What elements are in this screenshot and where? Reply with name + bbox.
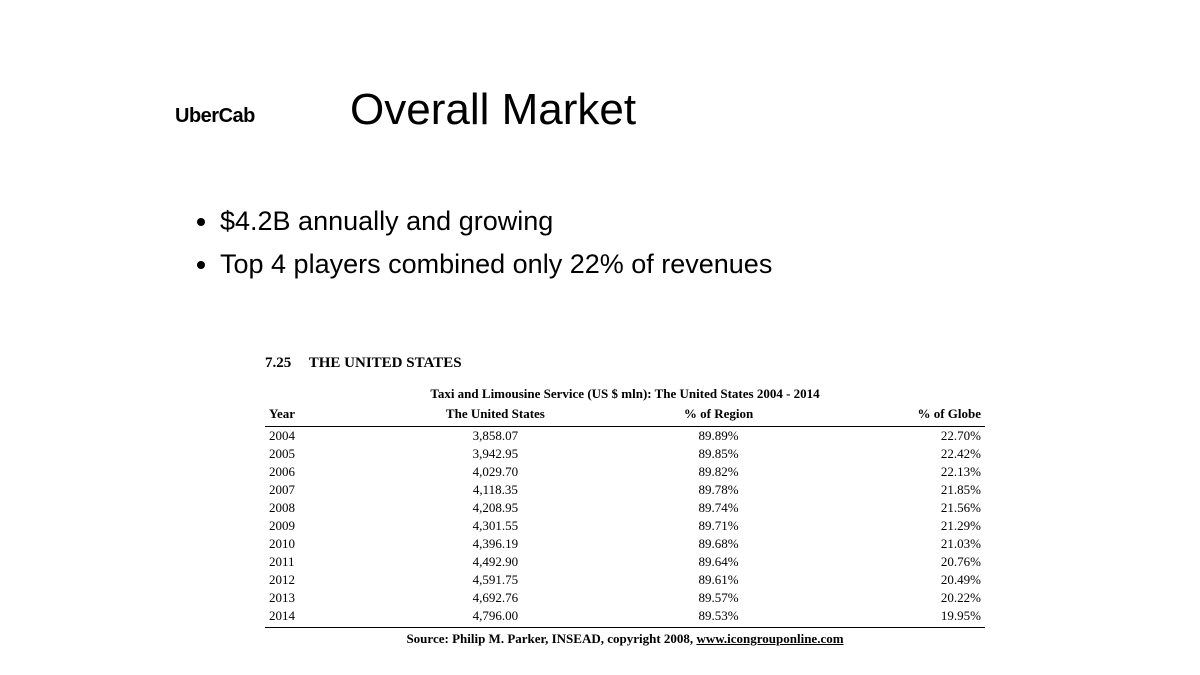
table-cell: 89.64%	[618, 553, 820, 571]
table-cell: 4,029.70	[373, 463, 618, 481]
table-cell: 89.57%	[618, 589, 820, 607]
source-text: Source: Philip M. Parker, INSEAD, copyri…	[406, 631, 696, 646]
table-cell: 4,692.76	[373, 589, 618, 607]
table-cell: 89.74%	[618, 499, 820, 517]
table-cell: 22.70%	[819, 427, 985, 446]
table-cell: 89.68%	[618, 535, 820, 553]
section-label: THE UNITED STATES	[309, 355, 462, 371]
table-row: 20074,118.3589.78%21.85%	[265, 481, 985, 499]
table-row: 20084,208.9589.74%21.56%	[265, 499, 985, 517]
table-cell: 4,591.75	[373, 571, 618, 589]
table-row: 20043,858.0789.89%22.70%	[265, 427, 985, 446]
table-header-row: Year The United States % of Region % of …	[265, 404, 985, 427]
brand-label: UberCab	[175, 105, 255, 128]
table-cell: 89.61%	[618, 571, 820, 589]
bullet-item: $4.2B annually and growing	[220, 200, 772, 243]
table-cell: 20.49%	[819, 571, 985, 589]
table-cell: 2011	[265, 553, 373, 571]
table-cell: 4,796.00	[373, 607, 618, 628]
page-title: Overall Market	[350, 85, 636, 135]
table-cell: 89.85%	[618, 445, 820, 463]
table-cell: 22.42%	[819, 445, 985, 463]
table-cell: 4,396.19	[373, 535, 618, 553]
table-source: Source: Philip M. Parker, INSEAD, copyri…	[265, 631, 985, 647]
table-cell: 21.03%	[819, 535, 985, 553]
table-cell: 2013	[265, 589, 373, 607]
table-cell: 2007	[265, 481, 373, 499]
table-row: 20144,796.0089.53%19.95%	[265, 607, 985, 628]
table-cell: 3,942.95	[373, 445, 618, 463]
table-caption: Taxi and Limousine Service (US $ mln): T…	[265, 386, 985, 402]
table-cell: 21.29%	[819, 517, 985, 535]
col-region-header: % of Region	[618, 404, 820, 427]
table-cell: 21.85%	[819, 481, 985, 499]
table-cell: 4,301.55	[373, 517, 618, 535]
table-cell: 4,208.95	[373, 499, 618, 517]
table-row: 20134,692.7689.57%20.22%	[265, 589, 985, 607]
col-globe-header: % of Globe	[819, 404, 985, 427]
table-cell: 22.13%	[819, 463, 985, 481]
table-cell: 2014	[265, 607, 373, 628]
table-cell: 89.82%	[618, 463, 820, 481]
table-cell: 2010	[265, 535, 373, 553]
table-cell: 2009	[265, 517, 373, 535]
table-cell: 89.71%	[618, 517, 820, 535]
bullet-item: Top 4 players combined only 22% of reven…	[220, 243, 772, 286]
table-cell: 89.53%	[618, 607, 820, 628]
table-cell: 2008	[265, 499, 373, 517]
table-row: 20104,396.1989.68%21.03%	[265, 535, 985, 553]
table-cell: 3,858.07	[373, 427, 618, 446]
bullet-list: $4.2B annually and growing Top 4 players…	[200, 200, 772, 286]
section-heading: 7.25 THE UNITED STATES	[265, 355, 985, 372]
table-cell: 2006	[265, 463, 373, 481]
table-cell: 4,118.35	[373, 481, 618, 499]
table-row: 20114,492.9089.64%20.76%	[265, 553, 985, 571]
table-cell: 21.56%	[819, 499, 985, 517]
market-table: Year The United States % of Region % of …	[265, 404, 985, 628]
table-row: 20064,029.7089.82%22.13%	[265, 463, 985, 481]
section-number: 7.25	[265, 355, 291, 371]
table-cell: 2012	[265, 571, 373, 589]
table-cell: 89.78%	[618, 481, 820, 499]
table-cell: 2004	[265, 427, 373, 446]
col-year-header: Year	[265, 404, 373, 427]
market-table-section: 7.25 THE UNITED STATES Taxi and Limousin…	[265, 355, 985, 647]
table-cell: 19.95%	[819, 607, 985, 628]
table-cell: 2005	[265, 445, 373, 463]
table-cell: 89.89%	[618, 427, 820, 446]
source-link: www.icongrouponline.com	[696, 631, 843, 646]
table-cell: 4,492.90	[373, 553, 618, 571]
table-row: 20124,591.7589.61%20.49%	[265, 571, 985, 589]
table-row: 20094,301.5589.71%21.29%	[265, 517, 985, 535]
col-us-header: The United States	[373, 404, 618, 427]
table-cell: 20.76%	[819, 553, 985, 571]
table-cell: 20.22%	[819, 589, 985, 607]
table-row: 20053,942.9589.85%22.42%	[265, 445, 985, 463]
